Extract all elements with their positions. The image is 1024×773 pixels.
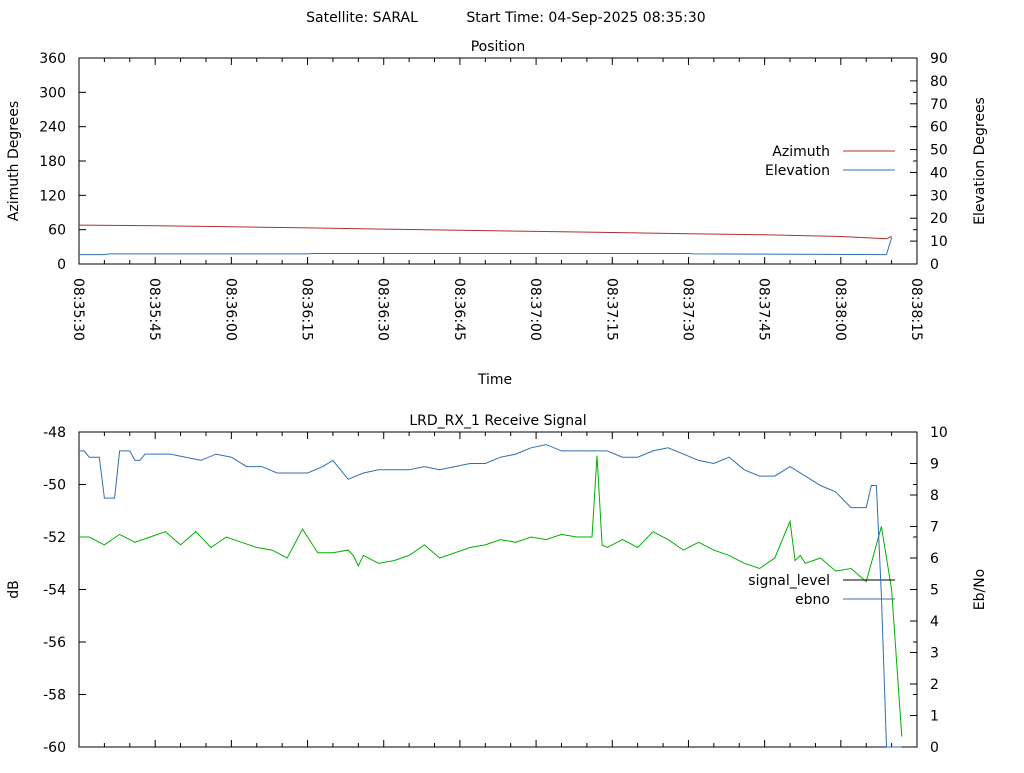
y2-tick-label: 90 [930, 51, 948, 67]
x-tick-label: 08:37:15 [603, 278, 619, 341]
y2-tick-label: 0 [930, 257, 939, 273]
y2-tick-label: 50 [930, 143, 948, 159]
legend-label: Azimuth [772, 144, 830, 160]
x-tick-label: 08:38:15 [908, 278, 924, 341]
x-tick-label: 08:35:30 [70, 278, 86, 341]
y2-tick-label: 5 [930, 583, 939, 599]
y2-tick-label: 40 [930, 165, 948, 181]
y2-tick-label: 10 [930, 234, 948, 250]
y2-tick-label: 80 [930, 74, 948, 90]
y2-tick-label: 4 [930, 614, 939, 630]
satellite-label: Satellite: SARAL [306, 10, 418, 26]
x-axis-label: Time [477, 372, 512, 388]
x-tick-label: 08:38:00 [832, 278, 848, 341]
y-tick-label: -50 [43, 478, 66, 494]
legend-label: ebno [795, 592, 830, 608]
x-tick-label: 08:36:30 [375, 278, 391, 341]
y2-tick-label: 10 [930, 425, 948, 441]
y-tick-label: 120 [39, 188, 66, 204]
plot-frame [78, 57, 918, 265]
x-tick-label: 08:36:00 [222, 278, 238, 341]
y-tick-label: 180 [39, 154, 66, 170]
y-tick-label: 300 [39, 85, 66, 101]
y2-tick-label: 2 [930, 677, 939, 693]
y-tick-label: -60 [43, 740, 66, 756]
chart-title: Position [471, 39, 526, 55]
y-tick-label: 360 [39, 51, 66, 67]
chart-title: LRD_RX_1 Receive Signal [409, 413, 586, 429]
series-line-elevation [79, 237, 893, 256]
x-tick-label: 08:36:15 [299, 278, 315, 341]
series-line-signal-level [79, 455, 903, 737]
y-tick-label: 0 [57, 257, 66, 273]
y-axis-label: dB [6, 580, 22, 599]
x-tick-label: 08:37:45 [756, 278, 772, 341]
y-tick-label: -56 [43, 635, 66, 651]
start-time-label: Start Time: 04-Sep-2025 08:35:30 [466, 10, 705, 26]
y-axis-label: Azimuth Degrees [6, 101, 22, 221]
plot-frame [78, 431, 918, 748]
x-tick-label: 08:37:30 [679, 278, 695, 341]
y2-tick-label: 9 [930, 457, 939, 473]
x-tick-label: 08:36:45 [451, 278, 467, 341]
y2-axis-label: Elevation Degrees [972, 97, 988, 225]
y2-tick-label: 6 [930, 551, 939, 567]
y2-tick-label: 60 [930, 120, 948, 136]
y-tick-label: 60 [48, 223, 66, 239]
y-tick-label: -52 [43, 530, 66, 546]
series-line-azimuth [78, 224, 892, 240]
y-tick-label: -58 [43, 688, 66, 704]
y2-tick-label: 3 [930, 646, 939, 662]
y2-tick-label: 70 [930, 97, 948, 113]
y2-tick-label: 20 [930, 211, 948, 227]
y2-tick-label: 7 [930, 520, 939, 536]
y2-tick-label: 30 [930, 188, 948, 204]
x-tick-label: 08:35:45 [146, 278, 162, 341]
y2-axis-label: Eb/No [972, 569, 988, 611]
y-tick-label: -54 [43, 583, 66, 599]
y2-tick-label: 0 [930, 740, 939, 756]
y-tick-label: -48 [43, 425, 66, 441]
legend-label: Elevation [765, 163, 830, 179]
y2-tick-label: 1 [930, 709, 939, 725]
x-tick-label: 08:37:00 [527, 278, 543, 341]
y2-tick-label: 8 [930, 488, 939, 504]
series-line-ebno [79, 444, 902, 748]
y-tick-label: 240 [39, 120, 66, 136]
legend-label: signal_level [748, 573, 830, 589]
